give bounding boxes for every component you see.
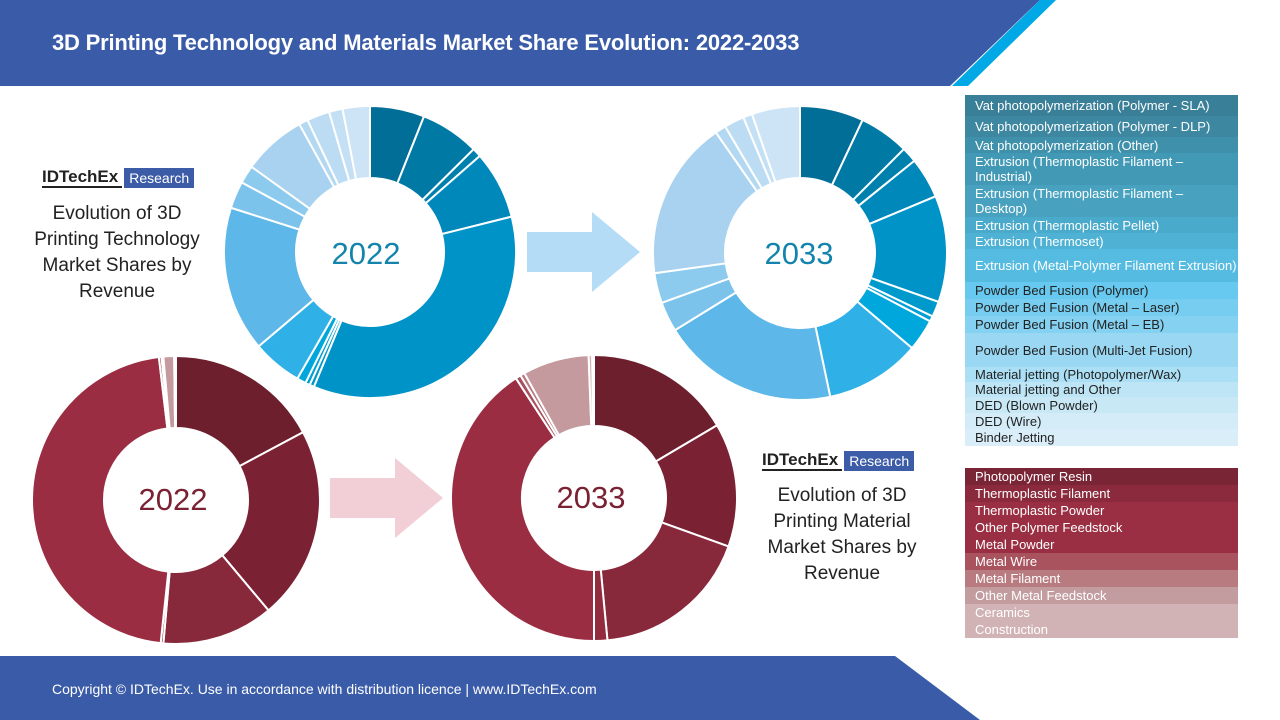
donut-slice-ceramics xyxy=(173,354,177,430)
legend-item: Vat photopolymerization (Polymer - SLA) xyxy=(965,95,1238,116)
center-label-materials-2033: 2033 xyxy=(556,480,626,515)
legend-item: DED (Blown Powder) xyxy=(965,397,1238,413)
donut-slice-metal-powder xyxy=(31,355,170,645)
legend-item: Other Metal Feedstock xyxy=(965,587,1238,604)
legend-item: Thermoplastic Powder xyxy=(965,502,1238,519)
center-label-tech-2033: 2033 xyxy=(764,236,834,271)
donut-slice-powder-bed-fusion-metal-laser xyxy=(673,291,832,401)
arrow-tech xyxy=(527,212,640,292)
center-label-materials-2022: 2022 xyxy=(138,482,208,517)
legend-item: Powder Bed Fusion (Polymer) xyxy=(965,282,1238,299)
donut-slice-thermoplastic-filament xyxy=(220,430,321,612)
legend-item: Material jetting and Other xyxy=(965,382,1238,397)
legend-item: Photopolymer Resin xyxy=(965,468,1238,485)
legend-item: Extrusion (Thermoplastic Filament – Indu… xyxy=(965,153,1238,185)
legend-item: Extrusion (Thermoset) xyxy=(965,233,1238,249)
donut-slice-binder-jetting xyxy=(341,104,371,181)
copyright-footer: Copyright © IDTechEx. Use in accordance … xyxy=(52,681,597,697)
legend-item: Powder Bed Fusion (Metal – EB) xyxy=(965,316,1238,333)
legend-item: Thermoplastic Filament xyxy=(965,485,1238,502)
center-label-tech-2022: 2022 xyxy=(331,236,401,271)
legend-materials: Photopolymer Resin Thermoplastic Filament… xyxy=(965,468,1238,638)
donut-slice-extrusion-thermoplastic-filament-desktop xyxy=(312,215,517,399)
idtechex-logo: IDTechEx Research xyxy=(762,450,915,472)
legend-item: Extrusion (Thermoplastic Filament – Desk… xyxy=(965,185,1238,217)
legend-item: Vat photopolymerization (Polymer - DLP) xyxy=(965,116,1238,137)
legend-item: Binder Jetting xyxy=(965,429,1238,446)
legend-item: Metal Wire xyxy=(965,553,1238,570)
legend-item: Construction xyxy=(965,621,1238,638)
legend-item: Extrusion (Metal-Polymer Filament Extrus… xyxy=(965,249,1238,282)
legend-item: Metal Powder xyxy=(965,536,1238,553)
header-banner xyxy=(0,0,1056,86)
donut-slice-thermoplastic-powder xyxy=(599,521,730,642)
legend-item: DED (Wire) xyxy=(965,413,1238,429)
footer-banner xyxy=(0,656,980,720)
idtechex-logo: IDTechEx Research xyxy=(42,167,195,189)
legend-item: Material jetting (Photopolymer/Wax) xyxy=(965,367,1238,382)
caption-materials: Evolution of 3D Printing Material Market… xyxy=(767,485,917,584)
legend-item: Vat photopolymerization (Other) xyxy=(965,137,1238,153)
legend-item: Metal Filament xyxy=(965,570,1238,587)
arrow-materials xyxy=(330,458,443,538)
legend-item: Extrusion (Thermoplastic Pellet) xyxy=(965,217,1238,233)
donut-slice-metal-powder xyxy=(450,376,595,643)
legend-item: Other Polymer Feedstock xyxy=(965,519,1238,536)
legend-item: Powder Bed Fusion (Multi-Jet Fusion) xyxy=(965,333,1238,367)
donut-slice-binder-jetting xyxy=(750,104,801,184)
page-title: 3D Printing Technology and Materials Mar… xyxy=(52,30,800,55)
legend-technology: Vat photopolymerization (Polymer - SLA) V… xyxy=(965,95,1238,446)
legend-item: Ceramics xyxy=(965,604,1238,621)
caption-technology: Evolution of 3D Printing Technology Mark… xyxy=(34,203,200,302)
donut-slice-construction xyxy=(591,353,595,428)
legend-item: Powder Bed Fusion (Metal – Laser) xyxy=(965,299,1238,316)
